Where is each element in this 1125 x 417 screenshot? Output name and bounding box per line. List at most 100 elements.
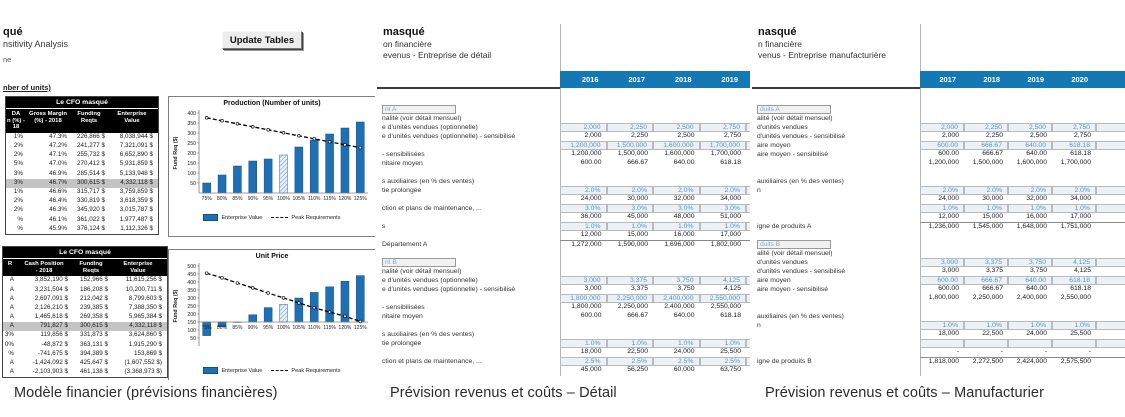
input-cell[interactable]: 2,000 bbox=[920, 123, 964, 132]
input-cell[interactable] bbox=[920, 339, 964, 348]
input-cell[interactable]: 2.5% bbox=[653, 357, 700, 366]
input-cell[interactable]: 1.0% bbox=[699, 339, 746, 348]
input-cell[interactable] bbox=[1008, 339, 1052, 348]
input-cell[interactable] bbox=[746, 123, 750, 132]
input-cell[interactable]: 1.0% bbox=[920, 204, 964, 213]
input-cell[interactable] bbox=[1096, 186, 1125, 195]
input-cell[interactable]: 2,250 bbox=[964, 123, 1008, 132]
input-cell[interactable]: 1,700,000 bbox=[699, 141, 746, 150]
input-cell[interactable]: 2.5% bbox=[699, 357, 746, 366]
input-cell[interactable]: 4,125 bbox=[699, 276, 746, 285]
input-cell[interactable]: 1.0% bbox=[560, 222, 607, 231]
cell: 46.4% bbox=[49, 197, 67, 205]
input-cell[interactable]: 3,750 bbox=[653, 276, 700, 285]
table-row: A 1,465,618 $ 269,358 $ 5,965,384 $ bbox=[3, 313, 167, 322]
input-cell[interactable]: 1.0% bbox=[920, 321, 964, 330]
input-cell[interactable] bbox=[746, 357, 750, 366]
cell: 2% bbox=[13, 142, 23, 150]
input-cell[interactable]: 3,750 bbox=[1008, 258, 1052, 267]
input-cell[interactable]: 1.0% bbox=[1008, 321, 1052, 330]
input-cell[interactable] bbox=[1096, 141, 1125, 150]
input-cell[interactable]: 2.5% bbox=[606, 357, 653, 366]
input-cell[interactable]: 2.0% bbox=[606, 186, 653, 195]
input-cell[interactable]: 2,000 bbox=[560, 123, 607, 132]
input-cell[interactable]: 1.0% bbox=[964, 321, 1008, 330]
input-cell[interactable]: 3.0% bbox=[560, 204, 607, 213]
input-cell[interactable]: 3,000 bbox=[560, 276, 607, 285]
input-cell[interactable]: 2,500 bbox=[1008, 123, 1052, 132]
input-cell[interactable]: 3,000 bbox=[920, 258, 964, 267]
input-cell[interactable]: 3,375 bbox=[964, 258, 1008, 267]
input-cell[interactable]: 1.0% bbox=[1052, 204, 1096, 213]
input-cell[interactable]: 618.18 bbox=[1052, 141, 1096, 150]
input-cell[interactable]: 2.0% bbox=[653, 186, 700, 195]
input-cell[interactable]: 2,500 bbox=[653, 123, 700, 132]
input-cell[interactable] bbox=[1052, 339, 1096, 348]
input-cell[interactable]: 3.0% bbox=[699, 204, 746, 213]
cell: 1,112,326 $ bbox=[120, 224, 153, 232]
input-cell[interactable]: 1.0% bbox=[560, 339, 607, 348]
input-cell[interactable]: 1.0% bbox=[653, 222, 700, 231]
input-cell[interactable] bbox=[746, 276, 750, 285]
input-cell[interactable]: 600.00 bbox=[920, 141, 964, 150]
input-cell[interactable]: 2.0% bbox=[560, 186, 607, 195]
input-cell[interactable]: 666.67 bbox=[964, 141, 1008, 150]
value-cell: 1,800,000 bbox=[571, 303, 602, 310]
input-cell[interactable]: 2,250 bbox=[606, 123, 653, 132]
input-cell[interactable]: 600.00 bbox=[920, 276, 964, 285]
svg-text:100: 100 bbox=[187, 171, 196, 177]
input-cell[interactable]: 1.0% bbox=[699, 222, 746, 231]
input-cell[interactable] bbox=[746, 294, 750, 303]
input-cell[interactable] bbox=[746, 204, 750, 213]
input-cell[interactable]: 3,375 bbox=[606, 276, 653, 285]
table-row: 3% 46.9% 285,514 $ 5,133,948 $ bbox=[6, 169, 158, 178]
input-cell[interactable]: 2,750 bbox=[699, 123, 746, 132]
input-cell[interactable]: 2.0% bbox=[699, 186, 746, 195]
input-cell[interactable]: 3.0% bbox=[606, 204, 653, 213]
input-cell[interactable]: 2.0% bbox=[1008, 186, 1052, 195]
input-cell[interactable] bbox=[1096, 204, 1125, 213]
input-cell[interactable]: 1.0% bbox=[964, 204, 1008, 213]
input-cell[interactable] bbox=[746, 186, 750, 195]
input-cell[interactable]: 640.00 bbox=[1008, 141, 1052, 150]
input-cell[interactable] bbox=[746, 141, 750, 150]
input-cell[interactable]: 4,125 bbox=[1052, 258, 1096, 267]
input-cell[interactable]: 1,600,000 bbox=[653, 141, 700, 150]
input-cell[interactable]: 1.0% bbox=[1008, 204, 1052, 213]
input-cell[interactable] bbox=[746, 222, 750, 231]
input-cell[interactable]: 1.0% bbox=[606, 339, 653, 348]
sheet-row: nitaire moyen 600.00 666.67 640.00 618.18 bbox=[375, 312, 750, 321]
row-label: duits A bbox=[750, 105, 920, 114]
input-cell[interactable]: 3.0% bbox=[653, 204, 700, 213]
input-cell[interactable]: 1,800,000 bbox=[560, 294, 607, 303]
input-cell[interactable]: 2.0% bbox=[1052, 186, 1096, 195]
input-cell[interactable]: 2.0% bbox=[920, 186, 964, 195]
svg-text:125%: 125% bbox=[354, 196, 367, 202]
input-cell[interactable]: 2,400,000 bbox=[653, 294, 700, 303]
input-cell[interactable]: 666.67 bbox=[964, 276, 1008, 285]
input-cell[interactable]: 1.0% bbox=[653, 339, 700, 348]
svg-text:95%: 95% bbox=[263, 325, 274, 331]
svg-text:200: 200 bbox=[187, 151, 196, 157]
input-cell[interactable]: 2.0% bbox=[964, 186, 1008, 195]
input-cell[interactable] bbox=[1096, 258, 1125, 267]
input-cell[interactable]: 2.5% bbox=[560, 357, 607, 366]
input-cell[interactable]: 2,550,000 bbox=[699, 294, 746, 303]
input-cell[interactable]: 1.0% bbox=[1052, 321, 1096, 330]
input-cell[interactable]: 640.00 bbox=[1008, 276, 1052, 285]
input-cell[interactable] bbox=[964, 339, 1008, 348]
input-cell[interactable] bbox=[746, 339, 750, 348]
input-cell[interactable]: 2,250,000 bbox=[606, 294, 653, 303]
svg-text:125%: 125% bbox=[354, 325, 367, 331]
input-cell[interactable]: 618.18 bbox=[1052, 276, 1096, 285]
input-cell[interactable] bbox=[1096, 123, 1125, 132]
input-cell[interactable]: 2,750 bbox=[1052, 123, 1096, 132]
input-cell[interactable] bbox=[1096, 321, 1125, 330]
input-cell[interactable]: 1,200,000 bbox=[560, 141, 607, 150]
update-tables-button[interactable]: Update Tables bbox=[222, 31, 302, 49]
input-cell[interactable]: 1,500,000 bbox=[606, 141, 653, 150]
input-cell[interactable] bbox=[1096, 276, 1125, 285]
input-cell[interactable] bbox=[1096, 339, 1125, 348]
svg-text:300: 300 bbox=[187, 296, 196, 302]
input-cell[interactable]: 1.0% bbox=[606, 222, 653, 231]
